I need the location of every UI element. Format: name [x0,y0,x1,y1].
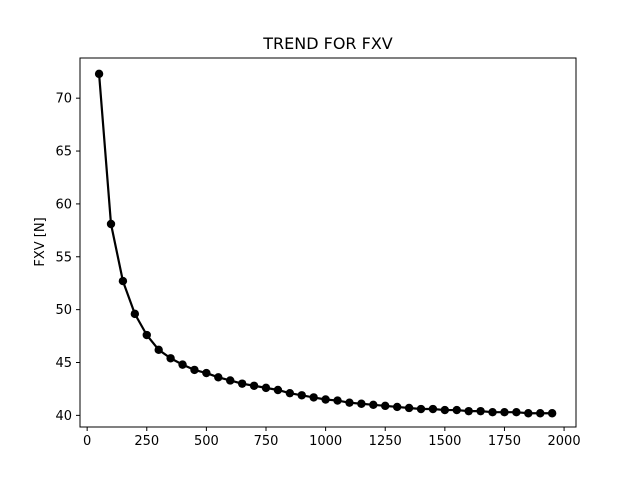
data-point [428,404,438,414]
data-point [237,379,247,388]
data-point [547,409,557,418]
data-point [321,395,330,404]
y-tick-label: 55 [55,250,72,265]
data-point [381,401,390,411]
data-point [440,405,450,415]
data-point [333,396,342,405]
y-tick-label: 40 [55,409,72,424]
y-tick-label: 60 [55,197,72,212]
x-tick-label: 750 [254,434,279,449]
data-point [130,309,140,319]
data-point [476,406,485,416]
x-tick-label: 250 [134,434,159,449]
data-point [452,405,461,415]
data-point [202,368,211,378]
data-point [190,365,199,375]
axis-ticks: 0 250 500 750 1000 1250 1500 1750 2000 40 45 50 55 60… [55,92,580,449]
data-point [536,409,545,418]
series-line [97,73,553,415]
data-point [500,407,509,417]
data-point [369,400,378,409]
data-point [226,376,235,385]
data-point [392,402,402,412]
data-point [273,385,283,395]
data-point [94,69,104,79]
data-point [357,399,366,408]
data-point [464,406,473,416]
data-point [309,393,318,402]
data-point [524,409,533,418]
data-point [142,330,151,340]
data-point [118,276,128,286]
chart-title: TREND FOR FXV [262,34,393,53]
x-tick-label: 1000 [309,434,342,449]
data-point [285,388,295,398]
data-point [488,407,497,417]
y-tick-label: 65 [55,145,72,160]
x-tick-label: 0 [83,434,91,449]
plot-frame [79,57,577,428]
data-point [214,373,223,382]
data-point [345,398,354,407]
data-point [512,407,521,417]
data-point [297,391,306,400]
data-point [416,404,426,414]
x-tick-label: 1500 [428,434,461,449]
data-point [166,354,175,363]
y-tick-label: 45 [55,356,72,371]
x-tick-label: 500 [194,434,219,449]
y-tick-label: 70 [55,92,72,107]
y-axis-label: FXV [N] [33,217,48,266]
x-tick-label: 1750 [488,434,521,449]
x-tick-label: 2000 [548,434,581,449]
data-point [178,360,187,369]
data-point [261,383,271,393]
data-point [154,345,163,355]
data-point [249,381,259,390]
data-point [404,403,414,413]
x-tick-label: 1250 [369,434,402,449]
series-group [94,69,557,418]
data-point [106,219,116,229]
y-tick-label: 50 [55,303,72,318]
